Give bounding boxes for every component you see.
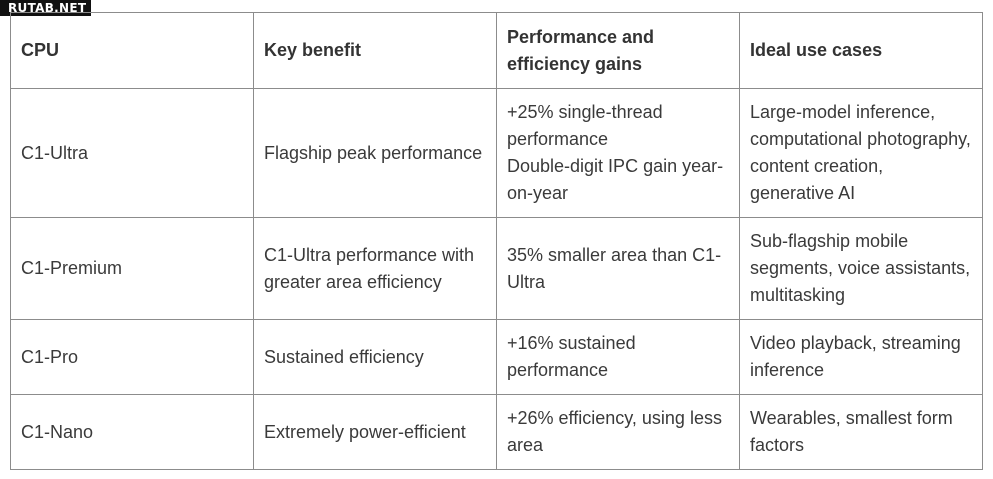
cell-use-cases: Wearables, smallest form factors <box>739 394 983 470</box>
header-gains: Performance and efficiency gains <box>496 12 740 89</box>
cell-gains: +25% single-thread performance Double-di… <box>496 88 740 218</box>
gain-line: +25% single-thread performance <box>507 102 663 149</box>
cell-cpu: C1-Premium <box>10 217 254 320</box>
table-row: C1-Premium C1-Ultra performance with gre… <box>10 217 983 320</box>
header-use-cases: Ideal use cases <box>739 12 983 89</box>
gain-line: +16% sustained performance <box>507 333 636 380</box>
cell-key-benefit: Sustained efficiency <box>253 319 497 395</box>
cell-gains: +26% efficiency, using less area <box>496 394 740 470</box>
cell-cpu: C1-Nano <box>10 394 254 470</box>
cell-key-benefit: Extremely power-efficient <box>253 394 497 470</box>
cell-gains: +16% sustained performance <box>496 319 740 395</box>
cell-key-benefit: Flagship peak performance <box>253 88 497 218</box>
cell-use-cases: Sub-flagship mobile segments, voice assi… <box>739 217 983 320</box>
gain-line: +26% efficiency, using less area <box>507 408 722 455</box>
cell-cpu: C1-Pro <box>10 319 254 395</box>
table-row: C1-Pro Sustained efficiency +16% sustain… <box>10 319 983 395</box>
cpu-comparison-table: CPU Key benefit Performance and efficien… <box>10 12 983 470</box>
header-key-benefit: Key benefit <box>253 12 497 89</box>
table-row: C1-Nano Extremely power-efficient +26% e… <box>10 394 983 470</box>
header-cpu: CPU <box>10 12 254 89</box>
cell-use-cases: Large-model inference, computational pho… <box>739 88 983 218</box>
cell-key-benefit: C1-Ultra performance with greater area e… <box>253 217 497 320</box>
cell-use-cases: Video playback, streaming inference <box>739 319 983 395</box>
gain-line: Double-digit IPC gain year-on-year <box>507 156 724 203</box>
cell-cpu: C1-Ultra <box>10 88 254 218</box>
cell-gains: 35% smaller area than C1-Ultra <box>496 217 740 320</box>
table-header-row: CPU Key benefit Performance and efficien… <box>10 12 983 89</box>
table-row: C1-Ultra Flagship peak performance +25% … <box>10 88 983 218</box>
gain-line: 35% smaller area than C1-Ultra <box>507 244 722 292</box>
